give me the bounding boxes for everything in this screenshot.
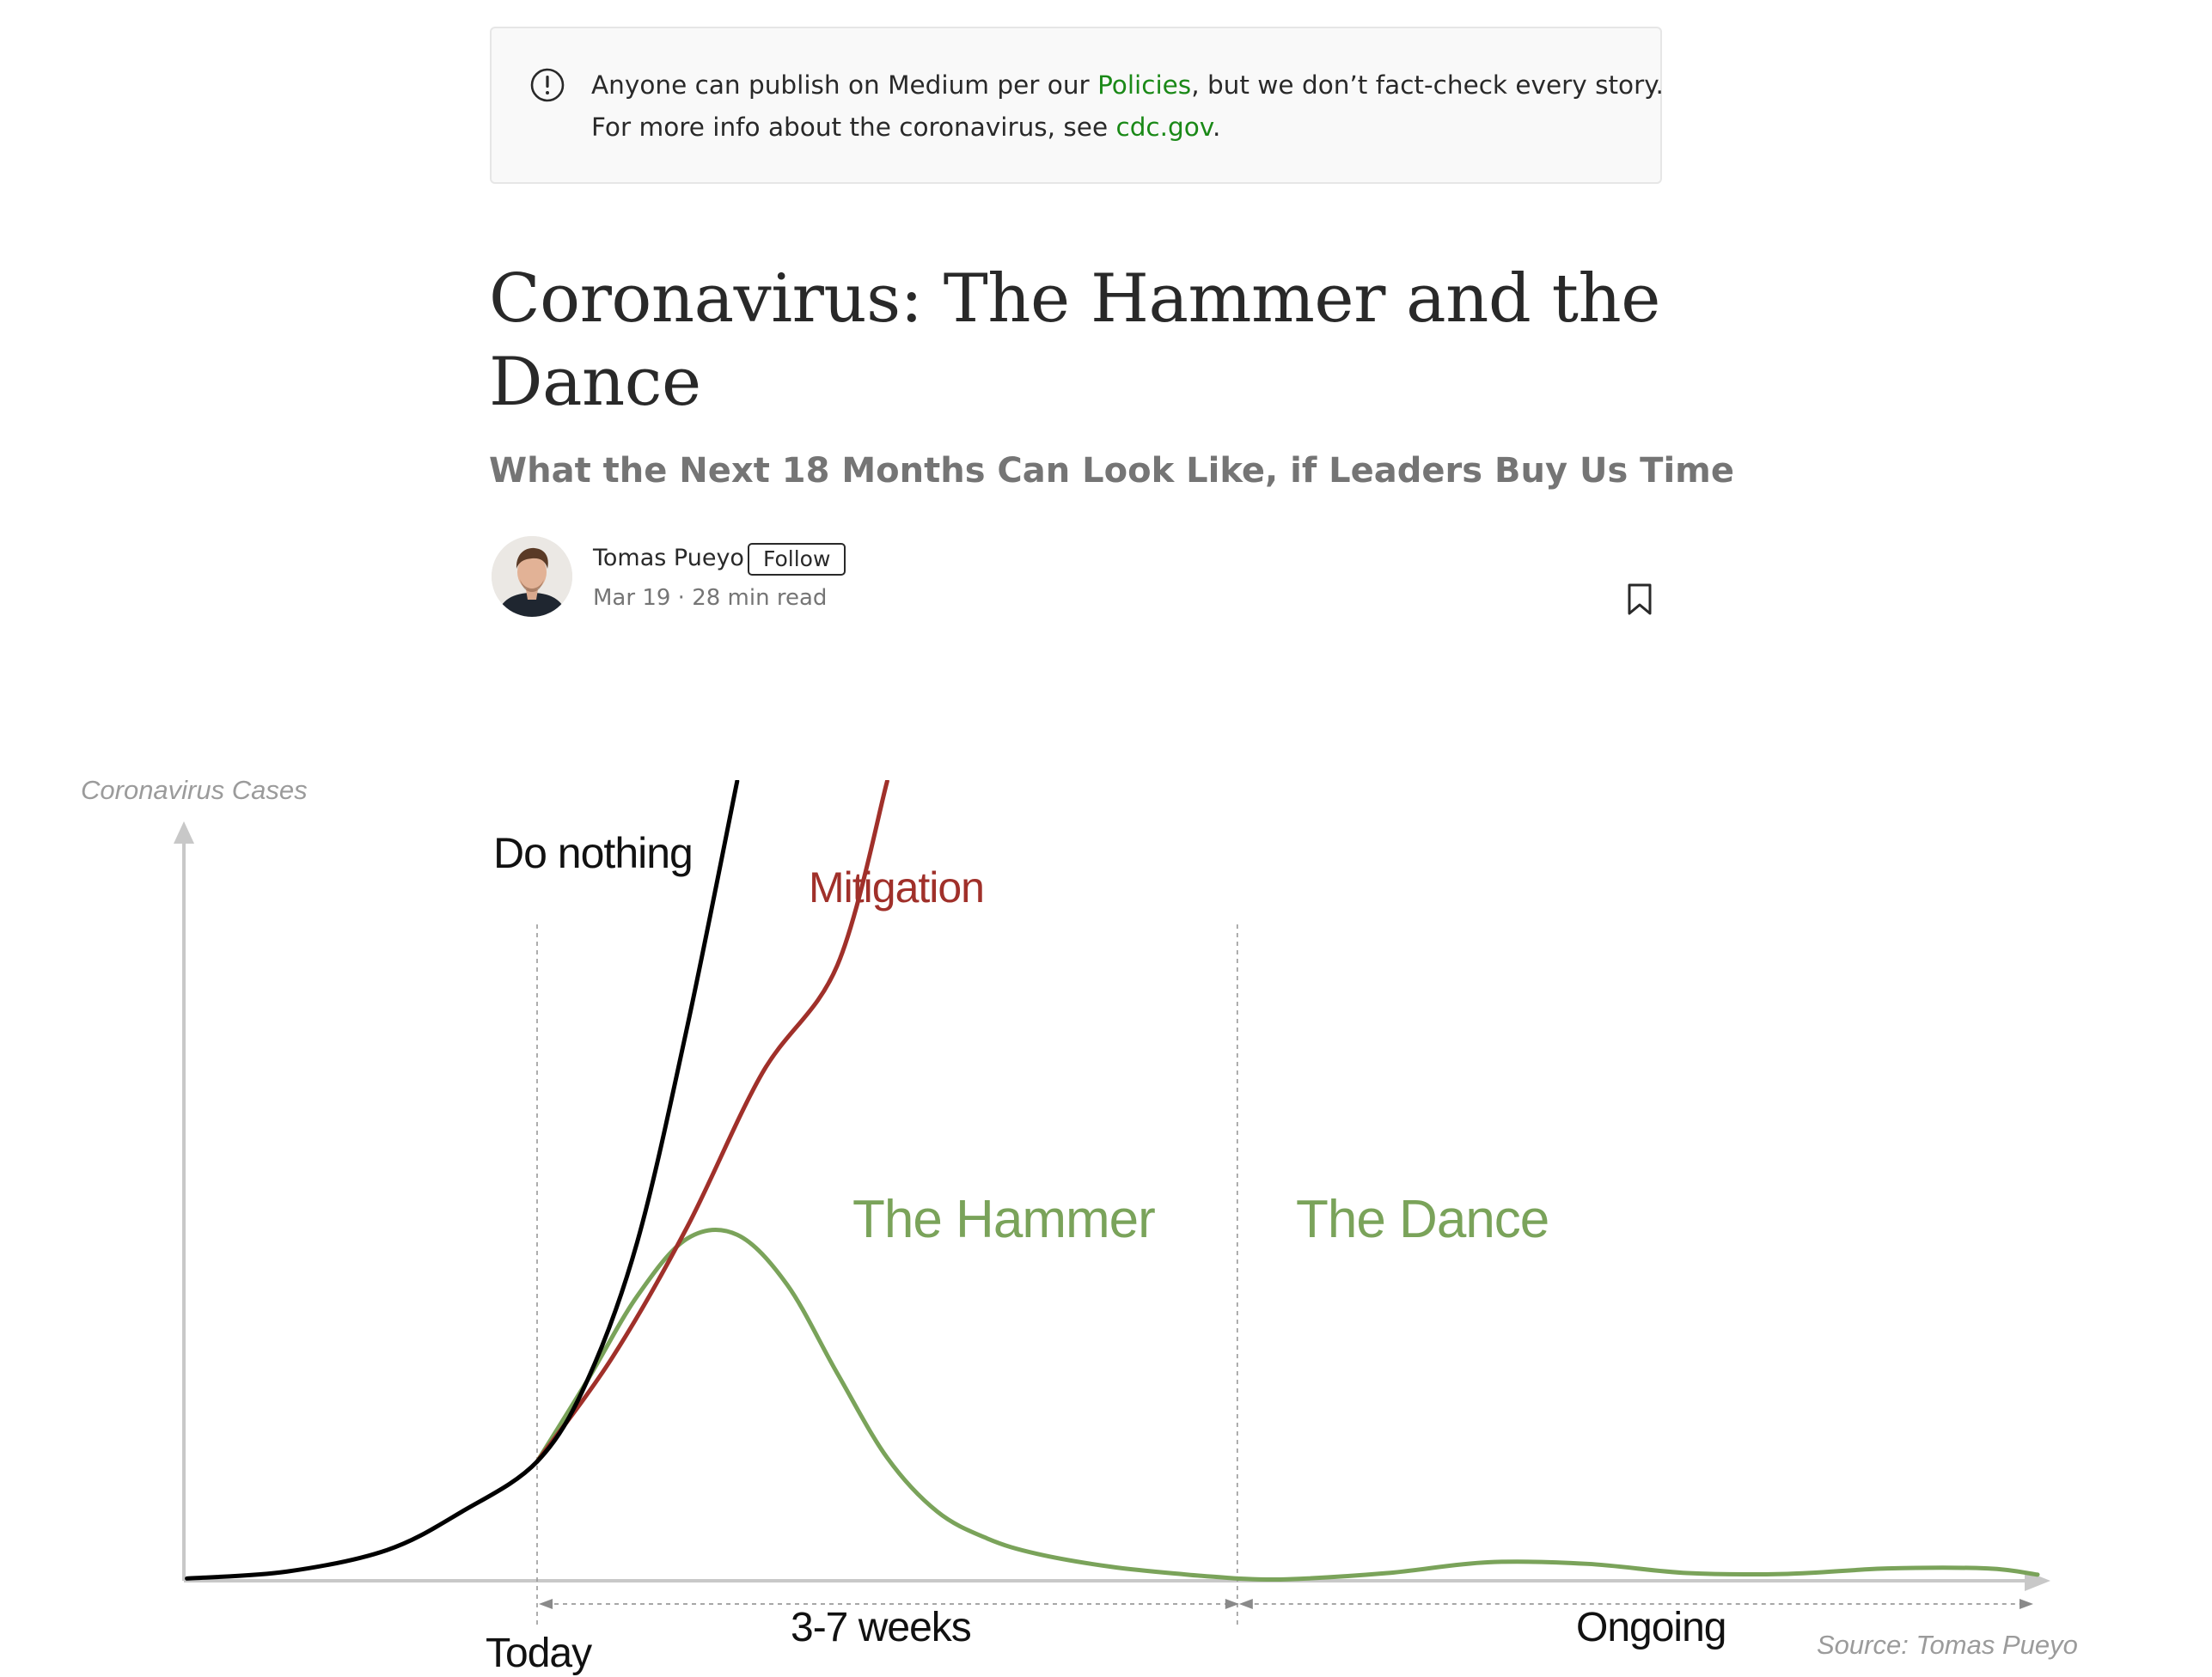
marker-label-today: Today: [486, 1631, 592, 1676]
cdc-link[interactable]: cdc.gov: [1115, 113, 1213, 142]
y-axis-label: Coronavirus Cases: [81, 775, 308, 805]
legend-the-dance: The Dance: [1296, 1190, 1549, 1249]
hammer-dance-chart: Coronavirus Cases Do nothing Mitigation The…: [0, 756, 2212, 1677]
policies-link[interactable]: Policies: [1097, 70, 1192, 100]
notice-text-1b: , but we don’t fact-check every story.: [1191, 70, 1664, 100]
interval-arrow-end-1: [2020, 1599, 2033, 1609]
series-line-do-nothing: [185, 780, 740, 1581]
y-axis-arrow: [174, 821, 194, 844]
interval-arrow-start-0: [539, 1599, 553, 1609]
fact-check-notice: Anyone can publish on Medium per our Pol…: [490, 27, 1664, 184]
avatar-image: [492, 536, 572, 617]
interval-label-ongoing: Ongoing: [1576, 1605, 1726, 1650]
author-name[interactable]: Tomas Pueyo: [593, 545, 744, 571]
post-date: Mar 19: [593, 585, 671, 611]
exclamation-circle-icon: [530, 68, 565, 102]
series-line-the-dance: [1235, 1559, 2040, 1582]
interval-arrow-end-0: [1225, 1599, 1239, 1609]
interval-arrow-start-1: [1238, 1599, 1253, 1609]
post-meta: Mar 19 · 28 min read: [593, 582, 827, 613]
legend-do-nothing: Do nothing: [493, 829, 693, 877]
notice-text-1a: Anyone can publish on Medium per our: [591, 70, 1098, 100]
meta-separator: ·: [677, 585, 685, 611]
article-title: Coronavirus: The Hammer and the Dance: [489, 260, 1660, 421]
notice-text: Anyone can publish on Medium per our Pol…: [591, 64, 1664, 149]
article-subtitle: What the Next 18 Months Can Look Like, i…: [489, 451, 1734, 491]
bookmark-icon[interactable]: [1627, 582, 1653, 617]
chart-source: Source: Tomas Pueyo: [1817, 1630, 2078, 1660]
chart-svg: Coronavirus Cases Do nothing Mitigation The…: [81, 775, 2078, 1676]
series-line-the-hammer: [535, 1228, 1240, 1581]
interval-label-weeks: 3-7 weeks: [791, 1605, 971, 1650]
notice-text-2b: .: [1212, 113, 1221, 142]
legend-the-hammer: The Hammer: [852, 1190, 1155, 1249]
legend-mitigation: Mitigation: [809, 863, 984, 912]
series-line-mitigation: [535, 780, 889, 1464]
follow-button[interactable]: Follow: [748, 543, 846, 576]
author-avatar[interactable]: [492, 536, 572, 617]
notice-text-2a: For more info about the coronavirus, see: [591, 113, 1116, 142]
read-time: 28 min read: [692, 585, 828, 611]
